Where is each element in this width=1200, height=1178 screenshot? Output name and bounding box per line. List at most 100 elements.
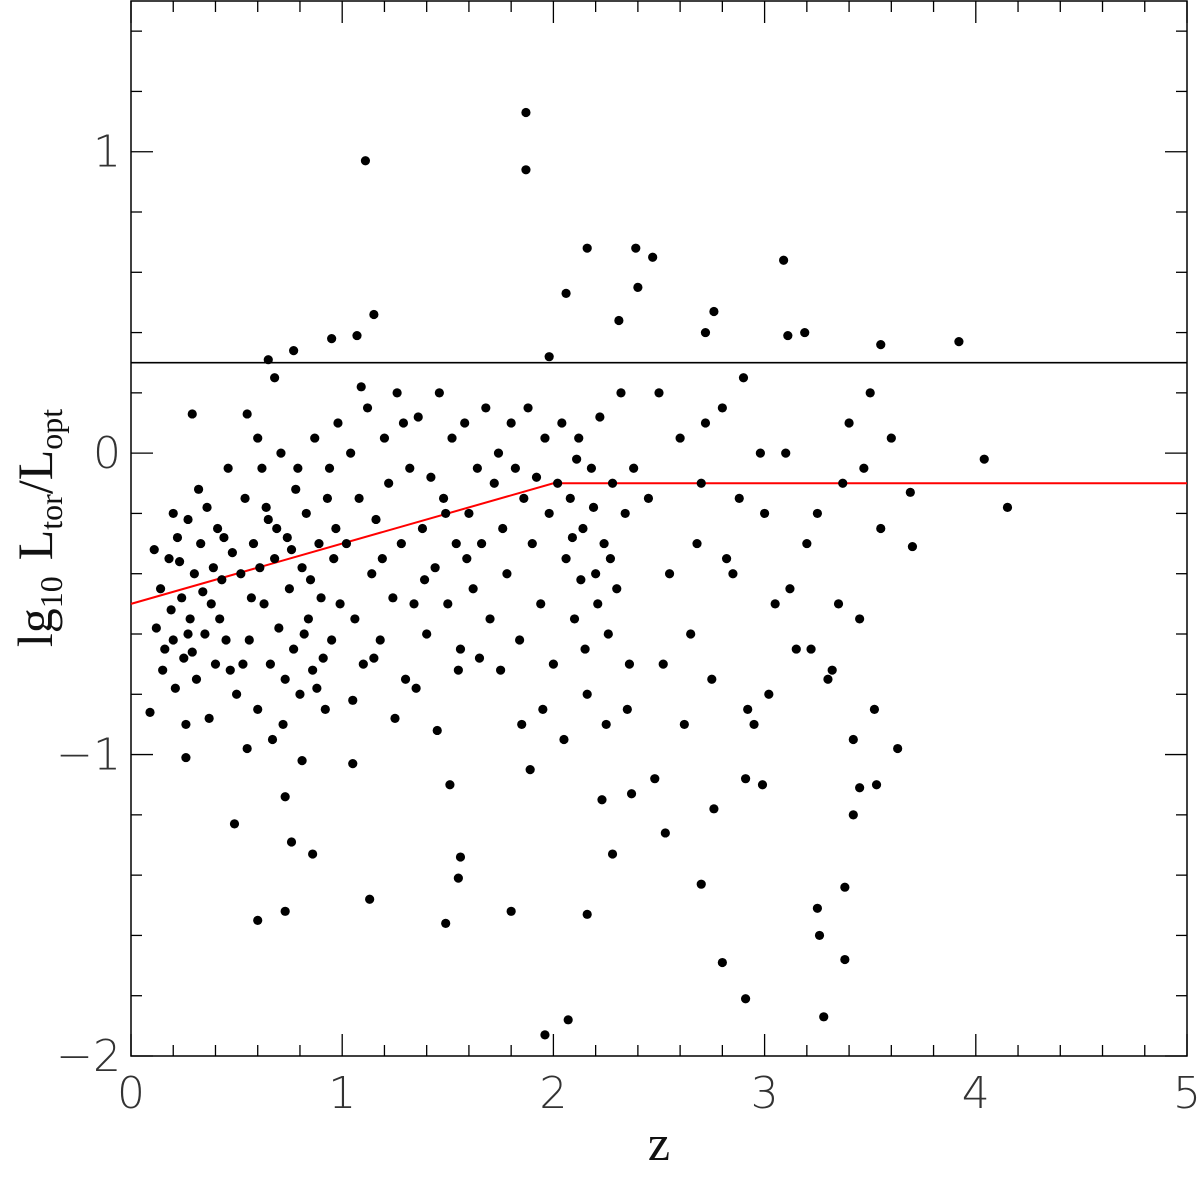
data-point — [806, 644, 816, 654]
y-label-part: opt — [33, 409, 69, 450]
data-point — [297, 563, 307, 573]
data-point — [149, 545, 159, 555]
data-point — [869, 704, 880, 714]
data-point — [593, 599, 603, 609]
data-point — [244, 635, 254, 645]
data-point — [605, 554, 616, 564]
data-point — [979, 454, 989, 464]
data-point — [253, 433, 263, 443]
data-point — [626, 789, 637, 799]
data-point — [308, 665, 318, 675]
data-point — [409, 599, 419, 609]
data-point — [540, 1030, 550, 1040]
data-point — [367, 569, 377, 579]
data-point — [785, 584, 795, 594]
y-label-part: /L — [7, 450, 63, 494]
data-point — [200, 629, 210, 639]
data-point — [620, 508, 630, 519]
data-point — [553, 478, 563, 488]
data-point — [692, 538, 702, 549]
data-point — [474, 653, 485, 663]
data-point — [255, 563, 265, 573]
data-point — [358, 659, 368, 669]
data-point — [297, 756, 307, 766]
data-point — [289, 644, 299, 654]
data-point — [348, 759, 358, 769]
data-point — [441, 918, 451, 928]
data-point — [320, 704, 330, 714]
data-point — [212, 523, 223, 534]
data-point — [740, 994, 751, 1004]
data-point — [236, 569, 246, 579]
data-point — [272, 523, 282, 534]
data-point — [876, 523, 886, 534]
data-point — [280, 792, 290, 802]
data-point — [308, 849, 318, 859]
data-point — [696, 478, 706, 488]
data-point — [168, 508, 178, 519]
data-point — [196, 538, 206, 549]
data-point — [350, 614, 360, 624]
data-point — [517, 719, 527, 730]
data-point — [331, 523, 341, 534]
data-point — [377, 554, 387, 564]
data-point — [327, 334, 337, 344]
x-tick-label: 5 — [1173, 1068, 1200, 1119]
data-point — [749, 719, 759, 730]
data-point — [783, 330, 793, 341]
data-point — [398, 418, 409, 428]
data-point — [464, 508, 474, 519]
data-point — [658, 659, 668, 669]
data-point — [219, 532, 229, 543]
data-point — [329, 554, 339, 564]
data-point — [865, 388, 875, 398]
data-point — [485, 614, 495, 624]
data-point — [506, 906, 516, 916]
data-point — [453, 873, 463, 883]
data-point — [540, 433, 550, 443]
y-label-part: tor — [33, 494, 69, 530]
data-point — [709, 804, 719, 814]
data-point — [191, 674, 202, 684]
data-point — [295, 689, 305, 699]
data-point — [225, 665, 235, 675]
data-point — [151, 623, 161, 633]
data-point — [760, 508, 770, 519]
y-tick-label: 1 — [93, 127, 121, 178]
data-point — [369, 309, 379, 320]
data-point — [324, 463, 335, 473]
data-point — [521, 165, 531, 175]
data-point — [229, 819, 240, 829]
data-point — [633, 282, 643, 292]
data-point — [696, 879, 706, 889]
data-point — [179, 653, 189, 663]
y-label-part: lg — [7, 608, 63, 647]
data-point — [679, 719, 689, 730]
data-point — [812, 903, 823, 913]
data-point — [460, 418, 470, 428]
data-point — [802, 538, 812, 549]
data-point — [371, 514, 381, 525]
data-point — [293, 463, 303, 473]
data-point — [451, 538, 461, 549]
data-point — [445, 780, 455, 790]
y-axis-label: lg10 Ltor/Lopt — [7, 409, 69, 647]
y-label-part: 10 — [33, 576, 69, 608]
data-point — [400, 674, 411, 684]
data-point — [905, 487, 915, 497]
data-point — [721, 554, 732, 564]
data-point — [654, 388, 664, 398]
data-point — [390, 713, 400, 724]
data-point — [413, 412, 423, 422]
x-tick-label: 4 — [962, 1068, 990, 1119]
data-point — [601, 719, 611, 730]
data-point — [322, 493, 333, 503]
data-point — [827, 665, 837, 675]
data-point — [855, 783, 865, 793]
data-point — [174, 557, 185, 567]
data-point — [502, 569, 512, 579]
data-point — [686, 629, 696, 639]
data-point — [299, 629, 309, 639]
data-point — [280, 906, 290, 916]
